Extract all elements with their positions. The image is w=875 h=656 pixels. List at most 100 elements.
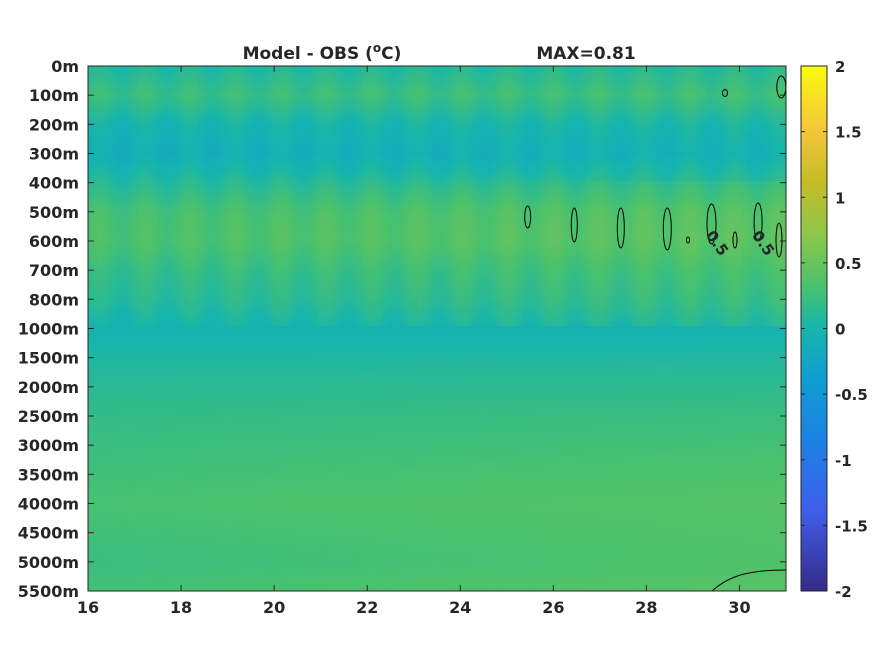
heatmap-cell <box>167 196 174 202</box>
heatmap-cell <box>511 191 518 197</box>
heatmap-cell <box>327 136 333 142</box>
heatmap-cell <box>686 76 692 82</box>
heatmap-cell <box>686 186 692 192</box>
heatmap-cell <box>711 191 717 197</box>
heatmap-cell <box>92 166 99 172</box>
heatmap-cell <box>407 81 413 87</box>
heatmap-cell <box>496 86 503 92</box>
heatmap-cell <box>531 86 538 92</box>
heatmap-cell <box>601 96 608 102</box>
heatmap-cell <box>751 161 757 167</box>
heatmap-cell <box>591 161 598 167</box>
heatmap-cell <box>112 151 119 157</box>
heatmap-cell <box>88 171 94 177</box>
heatmap-cell <box>302 166 308 172</box>
heatmap-cell <box>726 76 732 82</box>
heatmap-cell <box>481 121 488 127</box>
heatmap-cell <box>232 226 239 232</box>
heatmap-cell <box>262 176 269 182</box>
heatmap-cell <box>581 116 588 122</box>
heatmap-cell <box>417 181 423 187</box>
heatmap-cell <box>541 91 548 97</box>
heatmap-cell <box>387 236 393 242</box>
heatmap-cell <box>636 81 643 87</box>
heatmap-cell <box>292 126 298 132</box>
heatmap-cell <box>706 91 712 97</box>
heatmap-cell <box>671 136 677 142</box>
heatmap-cell <box>292 131 298 137</box>
heatmap-cell <box>746 101 752 107</box>
heatmap-cell <box>322 101 328 107</box>
heatmap-cell <box>287 136 294 142</box>
heatmap-cell <box>481 201 488 207</box>
heatmap-cell <box>182 151 189 157</box>
heatmap-cell <box>322 81 328 87</box>
heatmap-cell <box>427 156 433 162</box>
heatmap-cell <box>332 201 338 207</box>
heatmap-cell <box>317 136 323 142</box>
heatmap-cell <box>137 191 144 197</box>
heatmap-cell <box>152 231 159 237</box>
heatmap-cell <box>352 66 358 72</box>
heatmap-cell <box>681 111 687 117</box>
heatmap-cell <box>441 86 448 92</box>
heatmap-cell <box>197 131 204 137</box>
heatmap-cell <box>387 76 393 82</box>
heatmap-cell <box>746 146 752 152</box>
heatmap-cell <box>506 221 513 227</box>
heatmap-cell <box>606 171 613 177</box>
heatmap-cell <box>621 236 628 242</box>
heatmap-cell <box>347 101 353 107</box>
heatmap-cell <box>107 146 114 152</box>
heatmap-cell <box>781 236 786 242</box>
heatmap-cell <box>756 171 762 177</box>
heatmap-cell <box>277 136 284 142</box>
heatmap-cell <box>711 231 717 237</box>
heatmap-cell <box>88 126 94 132</box>
heatmap-cell <box>167 171 174 177</box>
heatmap-cell <box>107 231 114 237</box>
heatmap-cell <box>646 196 652 202</box>
heatmap-cell <box>282 141 289 147</box>
heatmap-cell <box>696 131 702 137</box>
heatmap-cell <box>117 116 124 122</box>
heatmap-cell <box>177 156 184 162</box>
heatmap-cell <box>466 66 473 72</box>
heatmap-cell <box>332 186 338 192</box>
heatmap-cell <box>192 91 199 97</box>
heatmap-cell <box>626 116 633 122</box>
heatmap-cell <box>771 96 777 102</box>
heatmap-cell <box>257 221 264 227</box>
heatmap-cell <box>312 206 318 212</box>
heatmap-cell <box>756 176 762 182</box>
heatmap-cell <box>317 121 323 127</box>
heatmap-cell <box>152 241 159 247</box>
heatmap-cell <box>217 86 224 92</box>
heatmap-cell <box>317 126 323 132</box>
heatmap-cell <box>327 111 333 117</box>
heatmap-cell <box>761 166 767 172</box>
heatmap-cell <box>377 66 383 72</box>
heatmap-cell <box>626 206 633 212</box>
heatmap-cell <box>202 231 209 237</box>
heatmap-cell <box>247 221 254 227</box>
heatmap-cell <box>691 91 697 97</box>
heatmap-cell <box>766 211 772 217</box>
heatmap-cell <box>162 96 169 102</box>
heatmap-cell <box>437 186 443 192</box>
heatmap-cell <box>646 181 652 187</box>
heatmap-cell <box>227 71 234 77</box>
heatmap-cell <box>342 126 348 132</box>
heatmap-cell <box>741 101 747 107</box>
heatmap-cell <box>397 96 403 102</box>
heatmap-cell <box>377 81 383 87</box>
heatmap-cell <box>671 66 677 72</box>
heatmap-cell <box>751 86 757 92</box>
heatmap-cell <box>142 226 149 232</box>
heatmap-cell <box>157 221 164 227</box>
heatmap-cell <box>217 101 224 107</box>
heatmap-cell <box>307 211 313 217</box>
heatmap-cell <box>387 176 393 182</box>
heatmap-cell <box>571 66 578 72</box>
heatmap-cell <box>706 211 712 217</box>
